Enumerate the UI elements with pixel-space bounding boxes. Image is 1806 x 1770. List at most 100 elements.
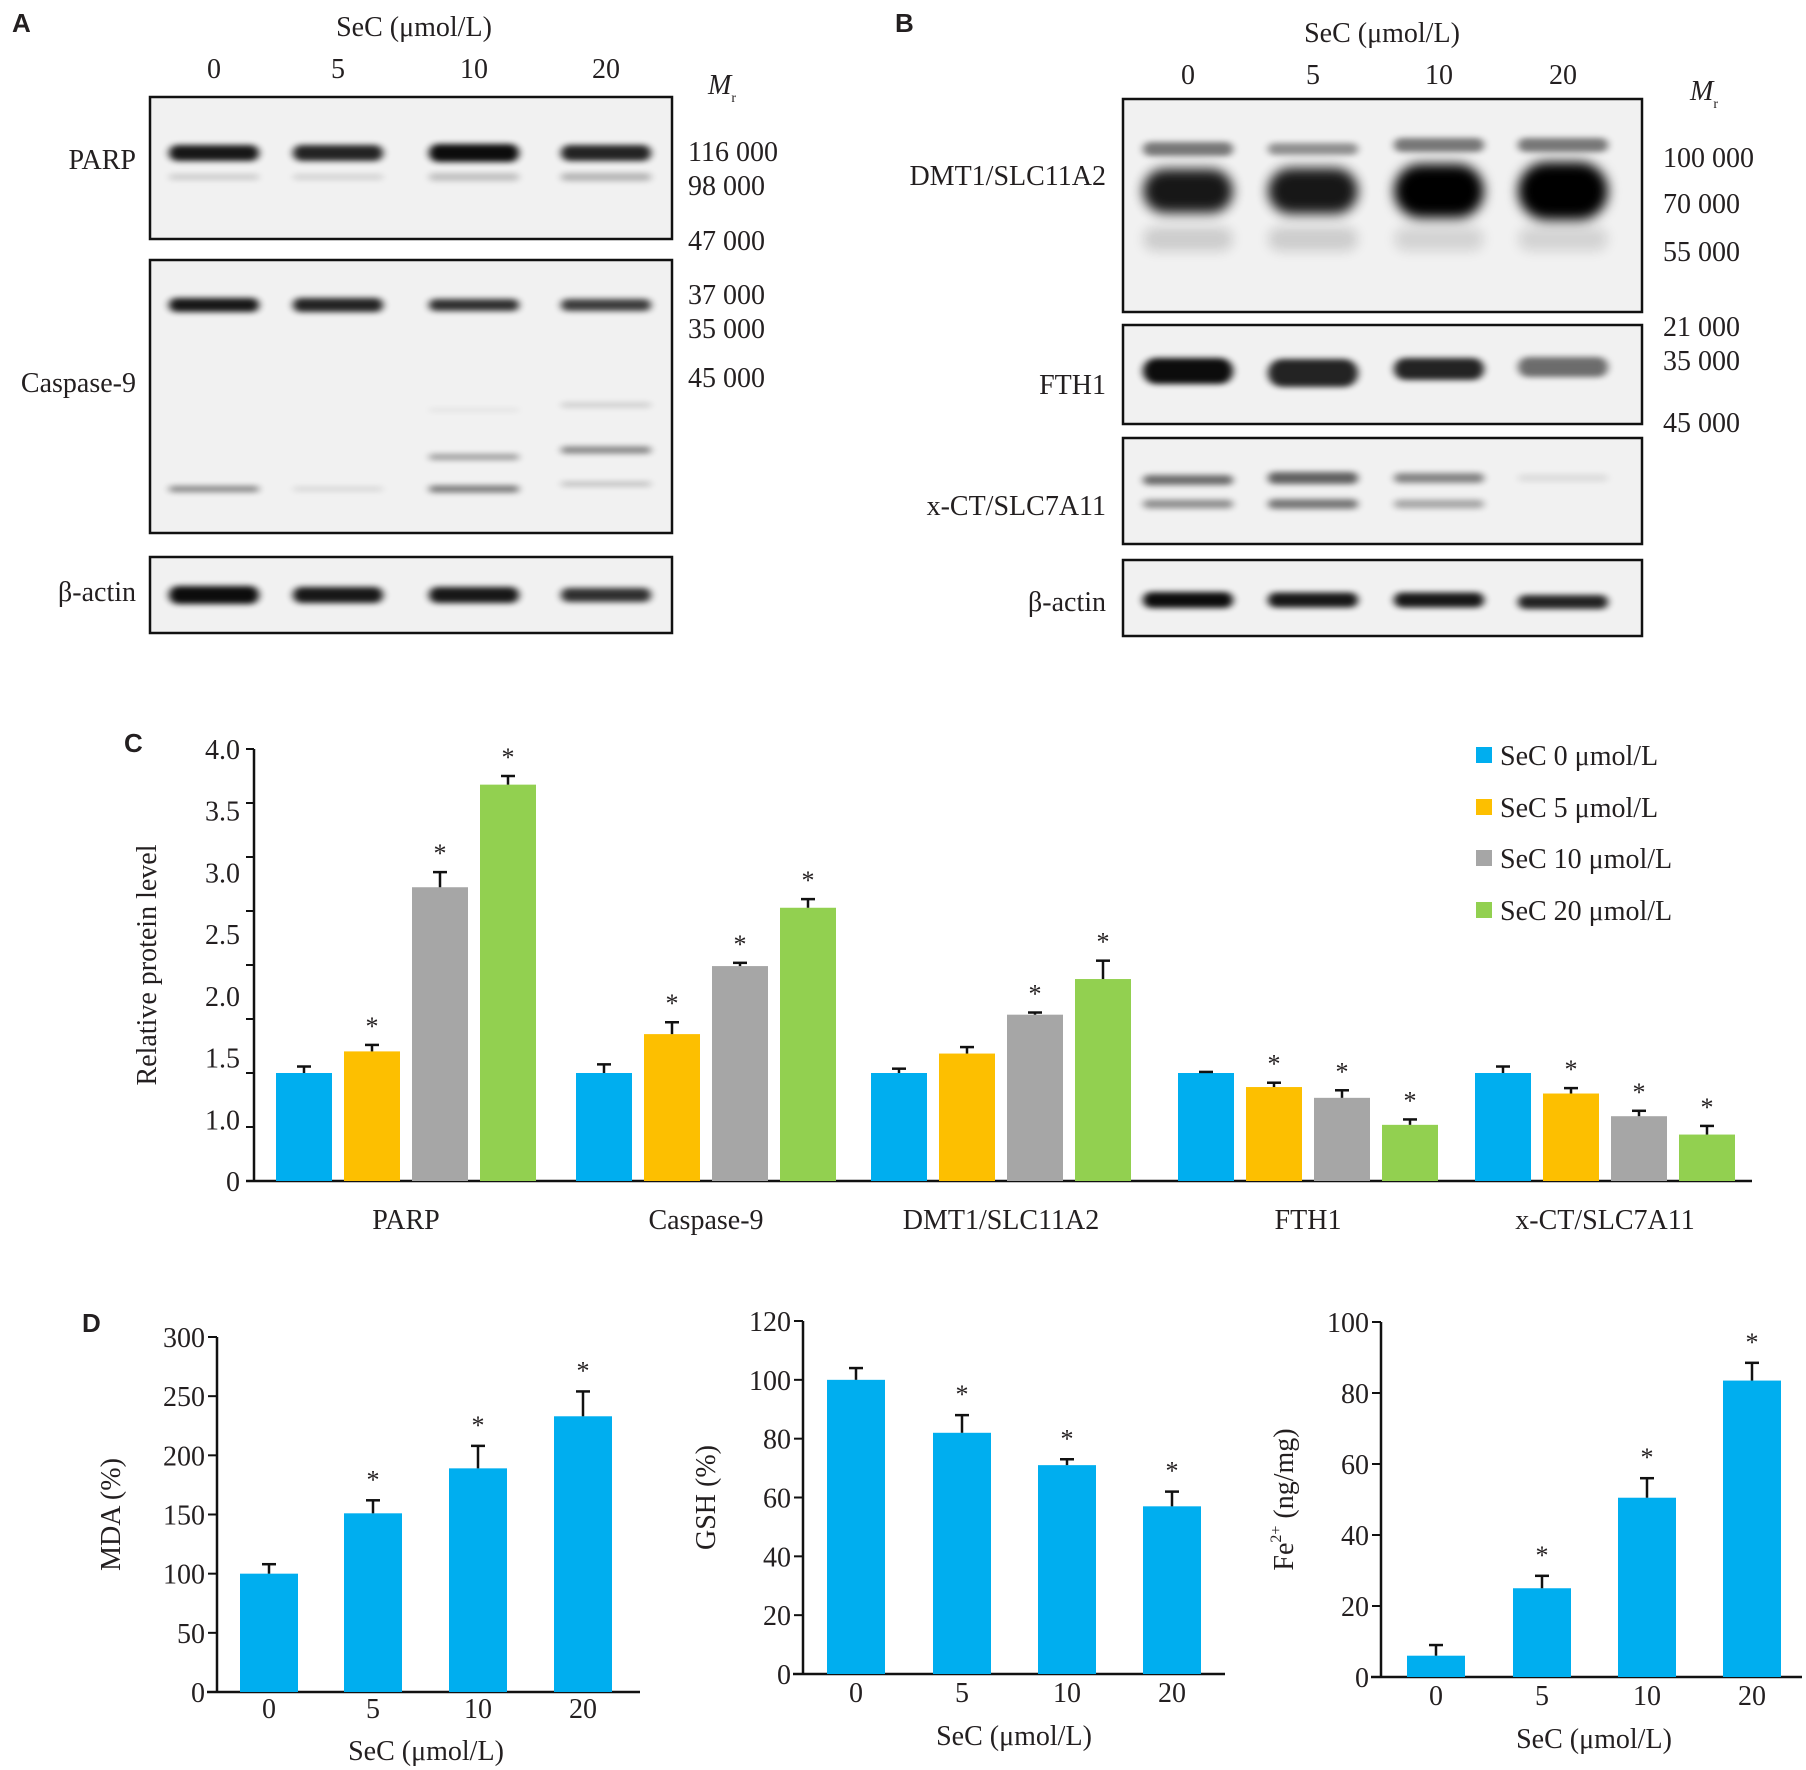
protein-band	[1394, 358, 1484, 380]
bar	[1723, 1380, 1781, 1677]
protein-band	[561, 173, 651, 181]
y-tick-label: 60	[763, 1484, 791, 1515]
legend-item: SeC 5 μmol/L	[1476, 793, 1658, 824]
protein-band	[1268, 227, 1358, 251]
y-tick-label: 0	[191, 1678, 205, 1709]
row-label: β-actin	[58, 577, 136, 608]
bar	[871, 1073, 927, 1181]
bar	[1143, 1506, 1201, 1674]
protein-band	[1143, 475, 1233, 485]
bar	[1513, 1588, 1571, 1677]
mr-marker: 47 000	[688, 226, 765, 257]
y-tick-label: 2.0	[205, 982, 240, 1013]
protein-band	[169, 145, 259, 161]
x-tick-label: 20	[1158, 1678, 1186, 1709]
y-axis-label: MDA (%)	[96, 1458, 127, 1571]
x-tick-label: 5	[366, 1694, 380, 1725]
legend-swatch	[1476, 747, 1492, 763]
x-tick-label: DMT1/SLC11A2	[903, 1205, 1100, 1236]
row-label: Caspase-9	[21, 368, 136, 399]
x-tick-label: 10	[1053, 1678, 1081, 1709]
panel-a: A SeC (μmol/L) 0 5 10 20 Mr PARP Caspase-9 β-…	[12, 8, 778, 635]
protein-band	[1394, 227, 1484, 251]
protein-band	[169, 174, 259, 180]
protein-band	[1394, 592, 1484, 608]
lane-label: 5	[331, 54, 345, 85]
protein-band	[1268, 592, 1358, 608]
bar-chart-2: 0 20 40 60 80 100 120 GSH (%) SeC (μmol/L) 0 5 * 10 *…	[691, 1307, 1225, 1752]
bar	[344, 1051, 400, 1181]
significance-mark: *	[1061, 1424, 1074, 1453]
x-tick-label: 10	[464, 1694, 492, 1725]
significance-mark: *	[434, 839, 447, 868]
significance-mark: *	[956, 1380, 969, 1409]
y-tick-label: 3.5	[205, 797, 240, 828]
protein-band	[1518, 162, 1608, 220]
lane-label: 0	[207, 54, 221, 85]
significance-mark: *	[1404, 1086, 1417, 1115]
bar	[939, 1053, 995, 1181]
significance-mark: *	[1268, 1050, 1281, 1079]
x-tick-label: 0	[262, 1694, 276, 1725]
significance-mark: *	[1701, 1093, 1714, 1122]
x-axis-label: SeC (μmol/L)	[348, 1736, 504, 1767]
bar	[827, 1379, 885, 1674]
protein-band	[1394, 499, 1484, 509]
y-tick-label: 40	[763, 1542, 791, 1573]
blot-xct	[1121, 436, 1644, 546]
protein-band	[1268, 359, 1358, 387]
bar	[480, 784, 536, 1181]
x-tick-label: 10	[1633, 1681, 1661, 1712]
protein-band	[561, 446, 651, 454]
bar	[644, 1034, 700, 1181]
protein-band	[1518, 357, 1608, 377]
row-label: x-CT/SLC7A11	[927, 491, 1106, 522]
bar	[412, 887, 468, 1181]
y-tick-label: 50	[177, 1619, 205, 1650]
protein-band	[429, 485, 519, 493]
protein-band	[293, 298, 383, 312]
bar	[1618, 1497, 1676, 1677]
panel-b-title: SeC (μmol/L)	[1304, 18, 1460, 49]
bar	[712, 966, 768, 1181]
protein-band	[1394, 473, 1484, 483]
protein-band	[429, 587, 519, 603]
legend-swatch	[1476, 799, 1492, 815]
significance-mark: *	[577, 1356, 590, 1385]
y-axis-label-text: GSH (%)	[691, 1445, 722, 1550]
protein-band	[1394, 138, 1484, 152]
protein-band	[561, 145, 651, 161]
significance-mark: *	[802, 866, 815, 895]
protein-band	[561, 299, 651, 311]
y-tick-label: 60	[1341, 1450, 1369, 1481]
x-tick-label: 5	[1535, 1681, 1549, 1712]
panel-b-letter: B	[895, 8, 914, 38]
bar	[1178, 1073, 1234, 1181]
x-tick-label: 20	[569, 1694, 597, 1725]
panel-b: B SeC (μmol/L) 0 5 10 20 Mr DMT1/SLC11A2 FTH…	[895, 8, 1754, 638]
row-label: DMT1/SLC11A2	[909, 161, 1106, 192]
x-tick-label: Caspase-9	[648, 1205, 763, 1236]
row-label: PARP	[69, 145, 136, 176]
significance-mark: *	[1633, 1078, 1646, 1107]
blot-parp	[148, 95, 674, 241]
lane-label: 10	[460, 54, 488, 85]
mr-marker: 35 000	[1663, 346, 1740, 377]
y-tick-label: 4.0	[205, 735, 240, 766]
mr-marker: 45 000	[1663, 408, 1740, 439]
lane-label: 0	[1181, 60, 1195, 91]
protein-band	[1143, 499, 1233, 509]
blot-dmt1	[1121, 97, 1644, 314]
panel-a-title: SeC (μmol/L)	[336, 12, 492, 43]
legend-swatch	[1476, 850, 1492, 866]
significance-mark: *	[1029, 980, 1042, 1009]
protein-band	[169, 298, 259, 312]
legend-item: SeC 20 μmol/L	[1476, 896, 1672, 927]
protein-band	[429, 454, 519, 460]
mr-marker: 35 000	[688, 314, 765, 345]
protein-band	[429, 299, 519, 311]
y-tick-label: 0	[226, 1167, 240, 1198]
bar	[1679, 1134, 1735, 1181]
protein-band	[1143, 142, 1233, 156]
